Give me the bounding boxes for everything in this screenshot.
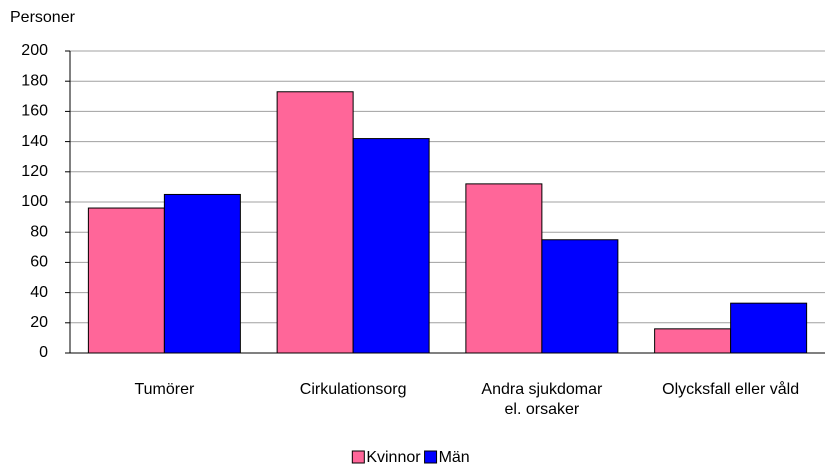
y-tick-label: 200 xyxy=(21,42,48,59)
bar xyxy=(352,138,430,354)
y-tick-label: 120 xyxy=(21,163,48,180)
bar xyxy=(276,91,354,354)
y-tick-label: 140 xyxy=(21,133,48,150)
bar xyxy=(465,183,543,354)
legend-swatch xyxy=(351,450,365,464)
x-tick-label: Tumörer xyxy=(134,381,195,398)
y-tick-label: 40 xyxy=(30,284,48,301)
y-tick-label: 180 xyxy=(21,72,48,89)
y-axis-label: Personer xyxy=(10,9,76,26)
bar xyxy=(654,328,732,354)
legend-swatch xyxy=(424,450,438,464)
legend-label: Kvinnor xyxy=(366,449,421,466)
y-tick-label: 100 xyxy=(21,193,48,210)
legend-label: Män xyxy=(439,449,470,466)
bar xyxy=(730,302,808,354)
bar xyxy=(163,193,241,354)
bar xyxy=(541,239,619,354)
legend: Kvinnor Män xyxy=(351,449,470,466)
y-tick-label: 20 xyxy=(30,314,48,331)
bar xyxy=(87,207,165,354)
x-tick-label: Cirkulationsorg xyxy=(300,381,407,398)
y-tick-label: 60 xyxy=(30,254,48,271)
y-tick-label: 0 xyxy=(39,344,48,361)
x-tick-label: Olycksfall eller våld xyxy=(662,380,799,398)
y-tick-label: 160 xyxy=(21,103,48,120)
x-tick-label: Andra sjukdomar el. orsaker xyxy=(481,381,603,418)
y-tick-label: 80 xyxy=(30,223,48,240)
